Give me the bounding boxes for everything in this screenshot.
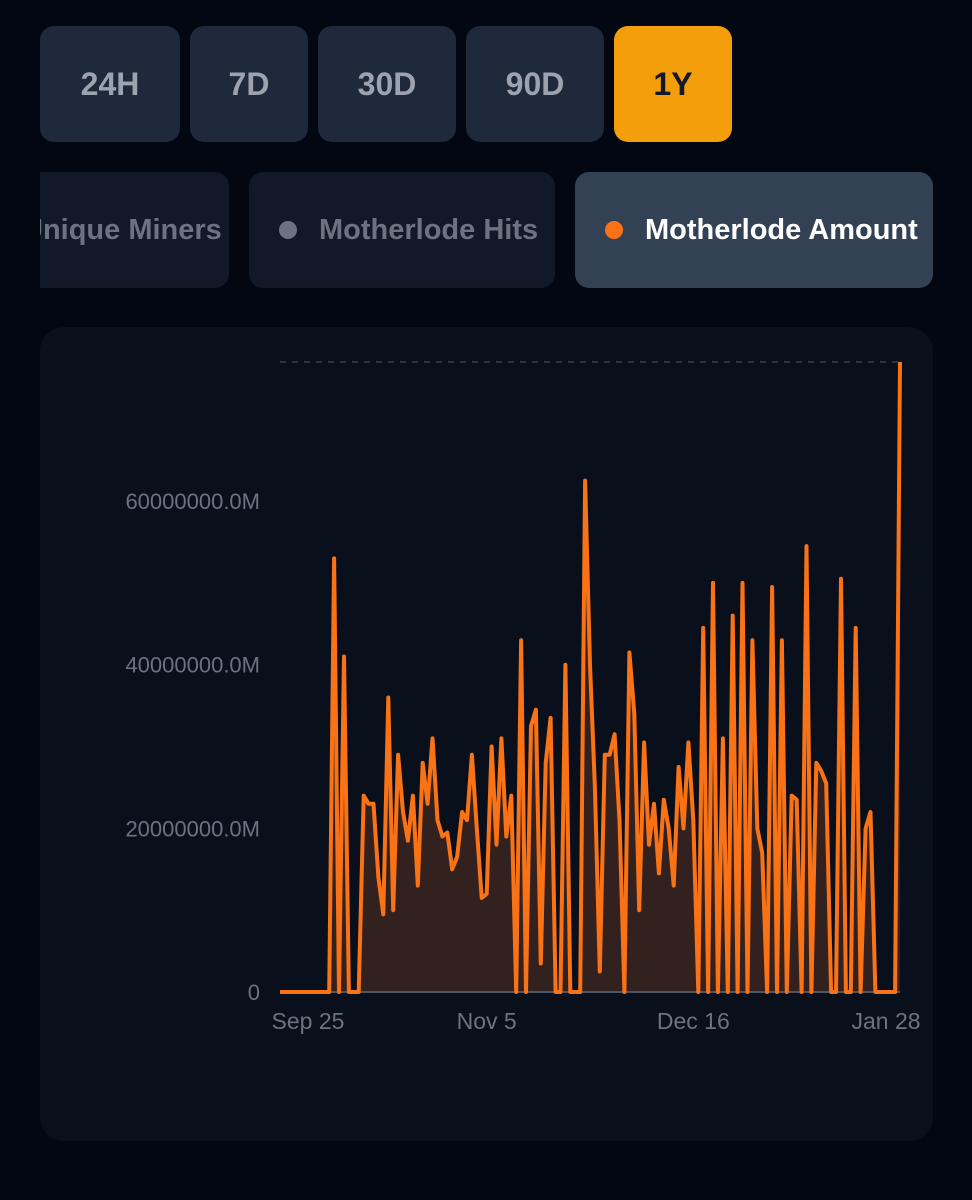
range-button-7d[interactable]: 7D: [190, 26, 308, 142]
y-tick-label: 40000000.0M: [125, 653, 260, 678]
x-tick-label: Dec 16: [657, 1008, 730, 1034]
metric-tab-motherlode-amount[interactable]: Motherlode Amount: [575, 172, 933, 288]
range-button-90d[interactable]: 90D: [466, 26, 604, 142]
y-tick-label: 20000000.0M: [125, 816, 260, 841]
y-tick-label: 60000000.0M: [125, 489, 260, 514]
y-tick-label: 0: [248, 980, 260, 1005]
metric-tab-label: Motherlode Amount: [645, 213, 918, 246]
x-tick-label: Jan 28: [851, 1008, 920, 1034]
metric-tab-label: Motherlode Hits: [319, 213, 539, 246]
chart-card: 0 20000000.0M 40000000.0M 60000000.0M Sep 25…: [40, 327, 933, 1141]
metric-tab-motherlode-hits[interactable]: Motherlode Hits: [249, 172, 555, 288]
legend-dot-icon: [279, 221, 297, 239]
metric-tab-unique-miners[interactable]: Unique Miners: [40, 172, 229, 288]
series-line: [280, 361, 902, 994]
metric-tab-label: Unique Miners: [40, 213, 222, 246]
motherlode-amount-chart: 0 20000000.0M 40000000.0M 60000000.0M Sep 25…: [125, 361, 921, 1034]
range-button-24h[interactable]: 24H: [40, 26, 180, 142]
range-button-30d[interactable]: 30D: [318, 26, 456, 142]
x-tick-label: Nov 5: [457, 1008, 517, 1034]
time-range-selector: 24H 7D 30D 90D 1Y: [40, 26, 940, 142]
x-tick-label: Sep 25: [272, 1008, 345, 1034]
legend-dot-icon: [605, 221, 623, 239]
metric-selector: Unique Miners Motherlode Hits Motherlode A…: [40, 172, 940, 288]
range-button-1y[interactable]: 1Y: [614, 26, 732, 142]
